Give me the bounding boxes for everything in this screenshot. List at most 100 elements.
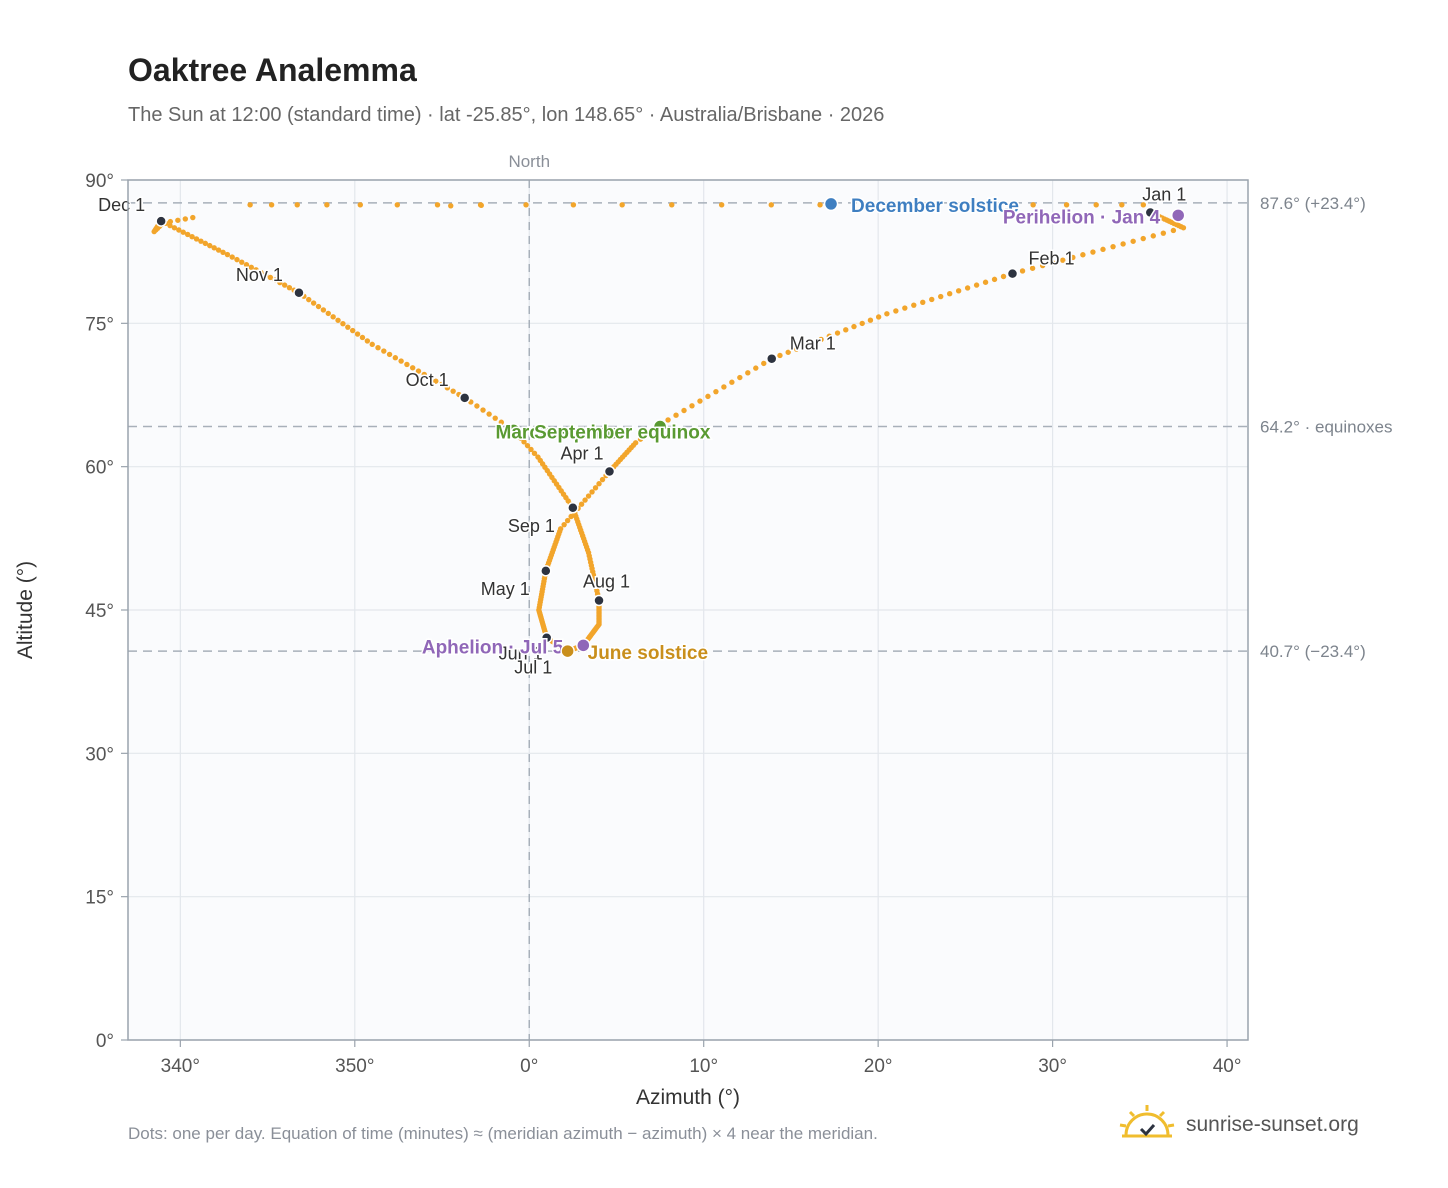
day-dot (474, 403, 480, 409)
day-dot (386, 351, 393, 358)
y-tick-label: 90° (85, 171, 114, 192)
day-dot (1070, 254, 1076, 261)
day-dot (535, 454, 541, 460)
day-dot (427, 375, 433, 381)
day-dot (585, 493, 592, 499)
day-dot (180, 229, 186, 235)
day-dot (229, 254, 235, 260)
day-dot (335, 317, 341, 323)
day-dot (910, 202, 916, 208)
event-marker (576, 638, 591, 653)
y-axis-label: Altitude (°) (14, 561, 37, 659)
month-label: Jan 1 (1142, 184, 1186, 204)
day-dot (215, 247, 222, 253)
day-dot (394, 202, 400, 208)
day-dot (444, 385, 451, 391)
event-label: Perihelion · Jan 4 (1003, 207, 1161, 228)
day-dot (220, 249, 226, 256)
day-dot (434, 202, 441, 208)
y-tick-label: 0° (96, 1031, 114, 1052)
event-marker (506, 423, 521, 438)
day-dot (810, 339, 816, 346)
day-dot (167, 222, 173, 229)
month-marker (765, 352, 778, 365)
day-dot (349, 327, 356, 334)
day-dot (596, 481, 602, 487)
day-dot (234, 256, 240, 263)
day-dot (409, 365, 416, 371)
day-dot (325, 310, 331, 317)
day-dot (768, 202, 774, 208)
day-dot (175, 217, 181, 223)
month-marker (1144, 206, 1157, 219)
day-dot (669, 202, 675, 208)
reference-line-label: 40.7° (−23.4°) (1260, 642, 1366, 661)
day-dot (193, 236, 200, 242)
day-dot (243, 262, 250, 268)
day-dot (415, 368, 422, 374)
axis-ticks: 340° 350° 0° 10° 20° 30° 40° 0° 15° 30° 45° 60° 75° 9… (85, 171, 1241, 1077)
month-label: Aug 1 (583, 571, 630, 591)
day-dot (817, 202, 823, 208)
day-dot (875, 314, 882, 320)
day-dot (375, 345, 381, 351)
event-label: March equinox (496, 422, 631, 443)
day-dot (818, 336, 824, 343)
day-dot (953, 202, 959, 208)
event-marker (823, 196, 839, 212)
day-dot (1170, 227, 1177, 234)
reference-lines: 87.6° (+23.4°) 64.2° · equinoxes 40.7° (−2… (128, 194, 1393, 661)
day-dot (642, 432, 649, 439)
event-label: December solstice (851, 196, 1019, 217)
day-dot (207, 242, 213, 249)
chart-title: Oaktree Analemma (128, 52, 417, 88)
day-dot (438, 381, 445, 388)
day-dot (392, 355, 399, 361)
day-dot (713, 388, 719, 395)
day-dot (991, 276, 998, 283)
reference-line-label: 64.2° · equinoxes (1260, 418, 1393, 437)
day-dot (1119, 202, 1125, 208)
day-dot (1039, 262, 1046, 269)
day-dot (1050, 260, 1056, 266)
day-dot (404, 361, 410, 368)
day-dot (851, 323, 857, 330)
day-dot (568, 513, 574, 520)
day-dot (364, 338, 371, 344)
day-dot (673, 412, 679, 418)
day-dot (517, 435, 524, 441)
month-label: Dec 1 (98, 195, 145, 215)
chart-subtitle: The Sun at 12:00 (standard time) · lat -… (128, 104, 885, 126)
x-tick-label: 340° (161, 1056, 200, 1077)
day-dot (357, 202, 363, 208)
y-tick-label: 15° (85, 888, 114, 909)
day-dot (843, 327, 849, 333)
day-dot (826, 333, 833, 339)
month-label: Jun 1 (499, 644, 543, 664)
day-dot (258, 269, 264, 276)
day-dot (277, 279, 283, 286)
month-marker (603, 465, 616, 478)
day-dot (705, 393, 711, 400)
day-dot (867, 317, 874, 323)
day-dot (753, 365, 759, 371)
month-marker (293, 287, 305, 299)
day-dot (564, 517, 571, 524)
day-dot (190, 214, 196, 221)
month-marker (155, 215, 167, 227)
day-dot (834, 330, 841, 336)
day-dot (369, 341, 375, 348)
day-dot (247, 202, 253, 208)
day-dot (777, 352, 783, 359)
day-dot (920, 299, 926, 306)
event-marker (652, 419, 668, 434)
day-dot (267, 274, 274, 281)
brand[interactable]: sunrise-sunset.org (1118, 1100, 1359, 1150)
day-dot (1019, 268, 1026, 274)
day-dot (1180, 225, 1187, 231)
month-marker (593, 594, 605, 607)
x-axis-label: Azimuth (°) (636, 1086, 740, 1109)
day-dot (718, 202, 725, 208)
